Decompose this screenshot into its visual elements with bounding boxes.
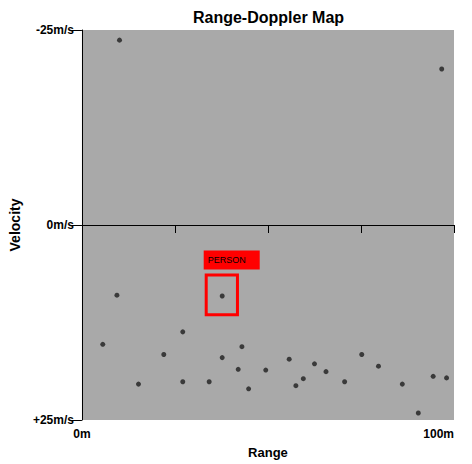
svg-text:0m/s: 0m/s: [47, 218, 75, 232]
svg-text:Range: Range: [248, 445, 288, 460]
svg-text:0m: 0m: [73, 427, 90, 441]
svg-text:-25m/s: -25m/s: [36, 23, 74, 37]
svg-text:Range-Doppler Map: Range-Doppler Map: [193, 9, 344, 26]
svg-text:PERSON: PERSON: [208, 255, 246, 265]
svg-text:+25m/s: +25m/s: [33, 413, 74, 427]
svg-text:100m: 100m: [423, 427, 454, 441]
svg-text:Velocity: Velocity: [7, 198, 23, 251]
